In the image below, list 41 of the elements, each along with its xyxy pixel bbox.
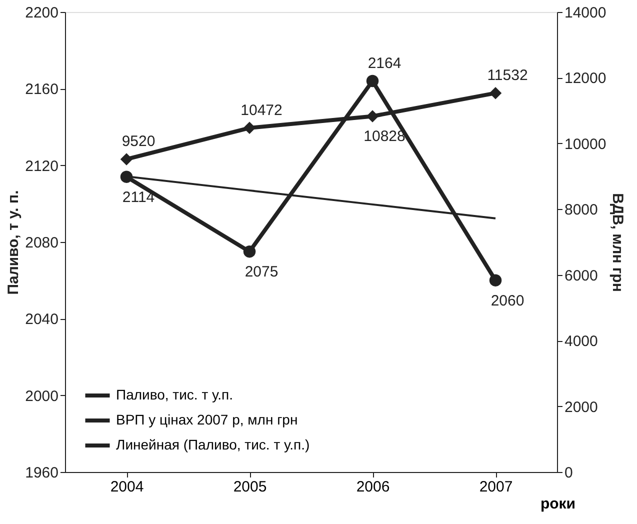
y-tick-label: 2120 [25, 158, 58, 175]
point [366, 74, 379, 88]
x-tick-label: 2007 [479, 478, 513, 496]
y2-tick-label: 8000 [564, 202, 598, 219]
y2-tick-label: 12000 [564, 70, 606, 88]
y-tick-label: 1960 [25, 464, 58, 482]
legend-label: ВРП у цінах 2007 р, млн грн [116, 412, 298, 428]
point [243, 122, 256, 134]
y2-tick-label: 0 [564, 464, 573, 482]
x-tick-label: 2006 [356, 478, 390, 496]
point [120, 170, 133, 183]
point [489, 274, 502, 286]
x-tick-label: 2004 [110, 478, 144, 496]
y-tick-label: 2080 [25, 234, 58, 252]
legend-label: Линейная (Паливо, тис. т у.п.) [116, 436, 310, 452]
data-label: 10828 [364, 128, 406, 146]
y-axis-title: Паливо, т у. п. [5, 190, 22, 295]
y2-tick-label: 14000 [564, 4, 606, 22]
data-label: 2114 [122, 188, 155, 206]
y-tick-label: 2000 [25, 388, 58, 405]
point [489, 86, 502, 100]
legend-label: Паливо, тис. т у.п. [116, 386, 233, 402]
data-label: 10472 [240, 102, 282, 119]
y-tick-label: 2200 [25, 4, 58, 22]
point [120, 153, 133, 166]
x-tick-label: 2005 [233, 478, 267, 496]
y2-tick-label: 4000 [564, 333, 598, 350]
y-tick-label: 2160 [25, 81, 58, 98]
data-label: 2075 [244, 264, 278, 281]
y2-tick-label: 10000 [564, 136, 606, 153]
y2-tick-label: 6000 [564, 267, 598, 284]
point [243, 245, 256, 258]
data-label: 2060 [490, 292, 524, 310]
y2-axis-title: ВДВ, млн грн [609, 193, 626, 292]
data-label: 2164 [368, 55, 402, 72]
x-axis-title: роки [540, 496, 576, 512]
data-label: 11532 [487, 67, 528, 84]
y2-tick-label: 2000 [564, 398, 598, 416]
data-label: 9520 [122, 133, 156, 150]
point [366, 110, 379, 122]
y-tick-label: 2040 [25, 311, 58, 328]
